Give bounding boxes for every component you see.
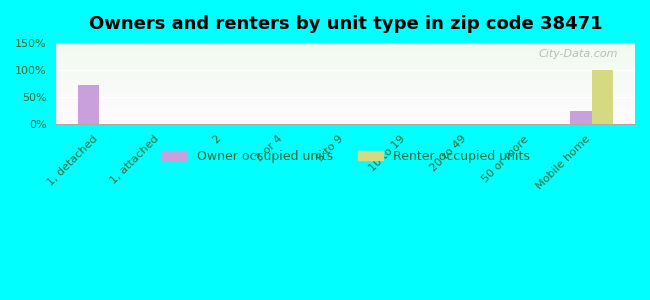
Bar	[57, 99, 635, 100]
Bar	[57, 65, 635, 66]
Bar	[57, 83, 635, 84]
Bar	[57, 104, 635, 105]
Bar	[57, 111, 635, 112]
Bar	[57, 54, 635, 55]
Bar	[57, 115, 635, 116]
Legend: Owner occupied units, Renter occupied units: Owner occupied units, Renter occupied un…	[157, 145, 535, 168]
Bar	[57, 61, 635, 62]
Bar	[57, 89, 635, 90]
Bar	[57, 63, 635, 64]
Bar	[57, 57, 635, 58]
Bar	[57, 114, 635, 115]
Bar	[57, 102, 635, 103]
Bar	[57, 82, 635, 83]
Bar	[57, 86, 635, 87]
Bar	[57, 98, 635, 99]
Bar	[57, 87, 635, 88]
Bar	[57, 70, 635, 71]
Bar	[57, 123, 635, 124]
Bar	[57, 68, 635, 69]
Bar	[78, 85, 99, 124]
Bar	[57, 79, 635, 80]
Bar	[57, 122, 635, 123]
Bar	[57, 56, 635, 57]
Bar	[57, 72, 635, 73]
Bar	[57, 48, 635, 49]
Bar	[57, 106, 635, 107]
Bar	[57, 108, 635, 109]
Bar	[57, 96, 635, 97]
Bar	[57, 85, 635, 86]
Bar	[57, 45, 635, 46]
Bar	[57, 118, 635, 119]
Bar	[592, 70, 614, 124]
Bar	[57, 58, 635, 59]
Bar	[57, 113, 635, 114]
Bar	[57, 52, 635, 53]
Bar	[57, 75, 635, 76]
Bar	[57, 53, 635, 54]
Bar	[57, 103, 635, 104]
Bar	[57, 92, 635, 93]
Bar	[57, 91, 635, 92]
Bar	[57, 93, 635, 94]
Bar	[57, 49, 635, 50]
Bar	[57, 66, 635, 67]
Bar	[57, 47, 635, 48]
Bar	[57, 88, 635, 89]
Bar	[57, 64, 635, 65]
Bar	[57, 74, 635, 75]
Bar	[57, 95, 635, 96]
Text: City-Data.com: City-Data.com	[538, 50, 617, 59]
Bar	[57, 46, 635, 47]
Bar	[57, 107, 635, 108]
Bar	[57, 105, 635, 106]
Bar	[57, 101, 635, 102]
Bar	[57, 60, 635, 61]
Bar	[57, 117, 635, 118]
Bar	[57, 73, 635, 74]
Bar	[57, 44, 635, 45]
Bar	[57, 71, 635, 72]
Bar	[57, 100, 635, 101]
Bar	[57, 62, 635, 63]
Bar	[57, 77, 635, 78]
Bar	[57, 78, 635, 79]
Bar	[57, 50, 635, 51]
Bar	[57, 94, 635, 95]
Bar	[57, 81, 635, 82]
Bar	[57, 120, 635, 121]
Bar	[57, 43, 635, 44]
Bar	[57, 97, 635, 98]
Bar	[570, 110, 592, 124]
Bar	[57, 112, 635, 113]
Bar	[57, 84, 635, 85]
Bar	[57, 51, 635, 52]
Bar	[57, 90, 635, 91]
Bar	[57, 119, 635, 120]
Bar	[57, 59, 635, 60]
Bar	[57, 110, 635, 111]
Bar	[57, 80, 635, 81]
Bar	[57, 121, 635, 122]
Bar	[57, 76, 635, 77]
Title: Owners and renters by unit type in zip code 38471: Owners and renters by unit type in zip c…	[89, 15, 603, 33]
Bar	[57, 67, 635, 68]
Bar	[57, 116, 635, 117]
Bar	[57, 69, 635, 70]
